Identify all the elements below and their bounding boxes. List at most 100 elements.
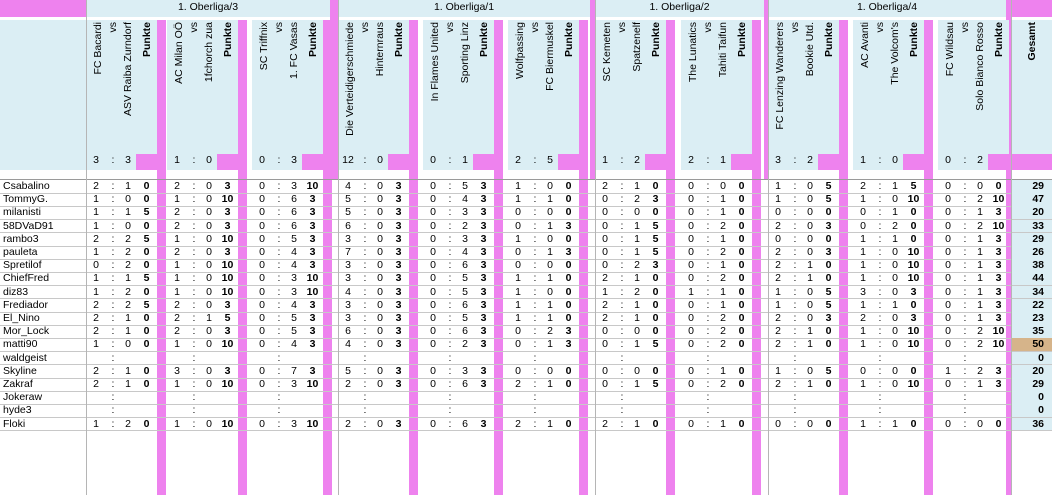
- pick-home-goals[interactable]: 0: [259, 219, 265, 232]
- pick-home-goals[interactable]: 2: [860, 312, 866, 324]
- pick-home-goals[interactable]: 1: [174, 378, 180, 390]
- pick-home-goals[interactable]: [595, 352, 615, 365]
- pick-home-goals[interactable]: [252, 352, 272, 365]
- player-name[interactable]: 58DVaD91: [3, 219, 54, 232]
- pick-away-goals[interactable]: 0: [377, 312, 383, 324]
- pick-away-goals[interactable]: 0: [547, 232, 553, 245]
- pick-home-goals[interactable]: 1: [945, 364, 951, 377]
- pick-home-goals[interactable]: 0: [945, 246, 951, 258]
- pick-away-goals[interactable]: [802, 391, 818, 404]
- pick-away-goals[interactable]: 1: [720, 259, 726, 272]
- pick-home-goals[interactable]: 1: [860, 232, 866, 245]
- pick-home-goals[interactable]: 1: [174, 417, 180, 430]
- pick-away-goals[interactable]: [887, 391, 903, 404]
- pick-away-goals[interactable]: 1: [125, 364, 131, 377]
- pick-home-goals[interactable]: 2: [860, 180, 866, 192]
- pick-away-goals[interactable]: 5: [462, 312, 468, 324]
- pick-home-goals[interactable]: 0: [688, 219, 694, 232]
- pick-away-goals[interactable]: 1: [125, 312, 131, 324]
- pick-home-goals[interactable]: [938, 352, 958, 365]
- pick-away-goals[interactable]: 2: [720, 272, 726, 285]
- pick-away-goals[interactable]: [120, 352, 136, 365]
- player-name[interactable]: waldgeist: [3, 351, 47, 364]
- pick-home-goals[interactable]: 1: [775, 298, 781, 311]
- pick-away-goals[interactable]: 0: [206, 272, 212, 285]
- pick-away-goals[interactable]: [372, 391, 388, 404]
- pick-away-goals[interactable]: 1: [892, 232, 898, 245]
- pick-home-goals[interactable]: 0: [259, 272, 265, 285]
- pick-away-goals[interactable]: 7: [291, 364, 297, 377]
- pick-away-goals[interactable]: 0: [977, 180, 983, 192]
- pick-home-goals[interactable]: 2: [174, 325, 180, 338]
- pick-away-goals[interactable]: 1: [125, 378, 131, 390]
- pick-home-goals[interactable]: 0: [259, 325, 265, 338]
- pick-away-goals[interactable]: 4: [291, 259, 297, 272]
- pick-away-goals[interactable]: 2: [125, 246, 131, 258]
- pick-away-goals[interactable]: 1: [807, 272, 813, 285]
- pick-away-goals[interactable]: 6: [462, 259, 468, 272]
- pick-away-goals[interactable]: 3: [291, 272, 297, 285]
- pick-away-goals[interactable]: 1: [892, 417, 898, 430]
- pick-home-goals[interactable]: [681, 352, 701, 365]
- pick-home-goals[interactable]: [595, 391, 615, 404]
- pick-home-goals[interactable]: 0: [430, 180, 436, 192]
- pick-home-goals[interactable]: 0: [259, 364, 265, 377]
- pick-home-goals[interactable]: 1: [174, 285, 180, 298]
- pick-away-goals[interactable]: 1: [634, 219, 640, 232]
- pick-home-goals[interactable]: 0: [259, 180, 265, 192]
- pick-home-goals[interactable]: 1: [515, 285, 521, 298]
- pick-home-goals[interactable]: 2: [602, 298, 608, 311]
- pick-home-goals[interactable]: [423, 404, 443, 417]
- player-name[interactable]: ChiefFred: [3, 272, 50, 285]
- pick-away-goals[interactable]: 1: [977, 259, 983, 272]
- player-name[interactable]: Mor_Lock: [3, 325, 50, 338]
- pick-away-goals[interactable]: 1: [634, 298, 640, 311]
- pick-home-goals[interactable]: 1: [775, 285, 781, 298]
- pick-away-goals[interactable]: 0: [206, 325, 212, 338]
- pick-home-goals[interactable]: 0: [430, 232, 436, 245]
- player-name[interactable]: Frediador: [3, 298, 48, 311]
- pick-away-goals[interactable]: 1: [125, 325, 131, 338]
- pick-away-goals[interactable]: 2: [720, 378, 726, 390]
- pick-home-goals[interactable]: 1: [174, 338, 180, 351]
- pick-away-goals[interactable]: [802, 404, 818, 417]
- pick-away-goals[interactable]: 1: [125, 180, 131, 192]
- pick-away-goals[interactable]: 2: [634, 259, 640, 272]
- pick-home-goals[interactable]: 0: [945, 232, 951, 245]
- pick-away-goals[interactable]: 1: [807, 325, 813, 338]
- pick-home-goals[interactable]: 0: [860, 364, 866, 377]
- pick-home-goals[interactable]: 0: [945, 417, 951, 430]
- pick-away-goals[interactable]: 0: [547, 180, 553, 192]
- pick-home-goals[interactable]: 5: [345, 193, 351, 206]
- pick-away-goals[interactable]: 0: [807, 206, 813, 219]
- pick-away-goals[interactable]: 6: [291, 206, 297, 219]
- pick-home-goals[interactable]: 2: [775, 325, 781, 338]
- pick-away-goals[interactable]: 1: [634, 338, 640, 351]
- pick-home-goals[interactable]: 2: [345, 378, 351, 390]
- player-name[interactable]: Csabalino: [3, 180, 50, 192]
- pick-away-goals[interactable]: 2: [720, 246, 726, 258]
- pick-home-goals[interactable]: 0: [688, 325, 694, 338]
- pick-away-goals[interactable]: 0: [206, 206, 212, 219]
- pick-home-goals[interactable]: 1: [515, 272, 521, 285]
- pick-home-goals[interactable]: 0: [259, 312, 265, 324]
- pick-home-goals[interactable]: 0: [775, 417, 781, 430]
- pick-home-goals[interactable]: [508, 404, 528, 417]
- pick-away-goals[interactable]: [972, 391, 988, 404]
- pick-home-goals[interactable]: 1: [602, 285, 608, 298]
- pick-away-goals[interactable]: 1: [720, 364, 726, 377]
- pick-home-goals[interactable]: 0: [430, 246, 436, 258]
- pick-home-goals[interactable]: 1: [93, 193, 99, 206]
- pick-home-goals[interactable]: [595, 404, 615, 417]
- pick-away-goals[interactable]: 2: [977, 193, 983, 206]
- pick-home-goals[interactable]: [853, 391, 873, 404]
- pick-home-goals[interactable]: 2: [93, 378, 99, 390]
- pick-away-goals[interactable]: [457, 352, 473, 365]
- pick-home-goals[interactable]: [86, 404, 106, 417]
- pick-away-goals[interactable]: 1: [634, 246, 640, 258]
- pick-away-goals[interactable]: 0: [125, 193, 131, 206]
- pick-home-goals[interactable]: 0: [430, 219, 436, 232]
- pick-home-goals[interactable]: 7: [345, 246, 351, 258]
- pick-away-goals[interactable]: 1: [977, 285, 983, 298]
- pick-home-goals[interactable]: 0: [259, 232, 265, 245]
